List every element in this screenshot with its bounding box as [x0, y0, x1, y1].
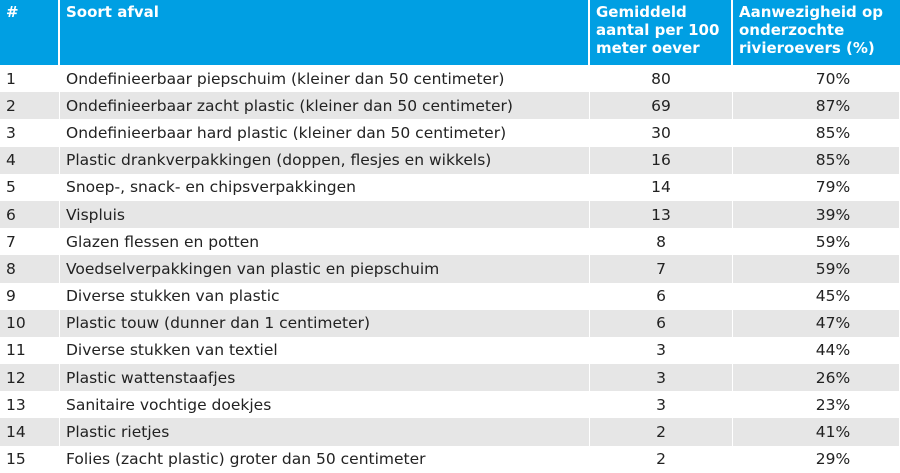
- table-cell: 11: [0, 336, 60, 365]
- table-row: 9 Diverse stukken van plastic 6 45%: [0, 282, 900, 310]
- header-cell: #: [0, 0, 60, 65]
- table-cell: 10: [0, 309, 60, 337]
- table-cell: 85%: [733, 119, 900, 147]
- table-row: 14 Plastic rietjes 2 41%: [0, 418, 900, 446]
- table-cell: Diverse stukken van textiel: [60, 336, 590, 365]
- table-cell: Ondefinieerbaar hard plastic (kleiner da…: [60, 119, 590, 147]
- table-cell: 8: [0, 255, 60, 283]
- table-row: 3 Ondefinieerbaar hard plastic (kleiner d…: [0, 119, 900, 147]
- table-cell: 15: [0, 445, 60, 473]
- table-cell: Ondefinieerbaar zacht plastic (kleiner d…: [60, 92, 590, 120]
- table-cell: 59%: [733, 228, 900, 256]
- table-cell: 69: [590, 92, 733, 120]
- table-cell: Plastic rietjes: [60, 418, 590, 446]
- table-cell: 4: [0, 146, 60, 174]
- header-cell: Aanwezigheid op onderzochte rivieroevers…: [739, 3, 884, 57]
- table-cell: 6: [590, 309, 733, 337]
- table-cell: 6: [0, 200, 60, 229]
- table-cell: Snoep-, snack- en chipsverpakkingen: [60, 173, 590, 201]
- table-row: 4 Plastic drankverpakkingen (doppen, fles…: [0, 146, 900, 174]
- table-cell: 29%: [733, 445, 900, 473]
- header-cell: Soort afval: [60, 0, 590, 65]
- table-cell: 13: [0, 391, 60, 419]
- table-cell: 2: [590, 418, 733, 446]
- table-cell: 3: [590, 391, 733, 419]
- table-cell: Plastic wattenstaafjes: [60, 364, 590, 392]
- table-row: 11 Diverse stukken van textiel 3 44%: [0, 336, 900, 365]
- table-cell: 87%: [733, 92, 900, 120]
- table-cell: 30: [590, 119, 733, 147]
- table-row: 5 Snoep-, snack- en chipsverpakkingen 14 79…: [0, 173, 900, 201]
- table-cell: 14: [0, 418, 60, 446]
- header-cell: Gemiddeld aantal per 100 meter oever: [590, 0, 733, 65]
- table-cell: Voedselverpakkingen van plastic en pieps…: [60, 255, 590, 283]
- table-cell: Glazen flessen en potten: [60, 228, 590, 256]
- table-cell: 3: [590, 336, 733, 365]
- table-cell: Ondefinieerbaar piepschuim (kleiner dan …: [60, 65, 590, 93]
- table-cell: 6: [590, 282, 733, 310]
- table-cell: 2: [590, 445, 733, 473]
- table-cell: 41%: [733, 418, 900, 446]
- table-row: 13 Sanitaire vochtige doekjes 3 23%: [0, 391, 900, 419]
- table-row: 10 Plastic touw (dunner dan 1 centimeter)…: [0, 309, 900, 337]
- table-cell: 16: [590, 146, 733, 174]
- table-cell: 7: [590, 255, 733, 283]
- table-cell: 3: [0, 119, 60, 147]
- table-cell: Vispluis: [60, 200, 590, 229]
- table-cell: 80: [590, 65, 733, 93]
- table-cell: 70%: [733, 65, 900, 93]
- table-row: 8 Voedselverpakkingen van plastic en piep…: [0, 255, 900, 283]
- table-cell: 45%: [733, 282, 900, 310]
- table-cell: 7: [0, 228, 60, 256]
- table-row: 7 Glazen flessen en potten 8 59%: [0, 228, 900, 256]
- table-cell: Plastic drankverpakkingen (doppen, flesj…: [60, 146, 590, 174]
- table-cell: 12: [0, 364, 60, 392]
- table-row: 6 Vispluis 13 39%: [0, 200, 900, 229]
- table-cell: Folies (zacht plastic) groter dan 50 cen…: [60, 445, 590, 473]
- table-cell: 8: [590, 228, 733, 256]
- table-cell: Sanitaire vochtige doekjes: [60, 391, 590, 419]
- table-cell: 47%: [733, 309, 900, 337]
- table-cell: 39%: [733, 200, 900, 229]
- table-cell: 9: [0, 282, 60, 310]
- table-row: 2 Ondefinieerbaar zacht plastic (kleiner …: [0, 92, 900, 120]
- table-row: 12 Plastic wattenstaafjes 3 26%: [0, 364, 900, 392]
- table-cell: 1: [0, 65, 60, 93]
- table-row: 15 Folies (zacht plastic) groter dan 50 c…: [0, 445, 900, 473]
- table-cell: 59%: [733, 255, 900, 283]
- header-row: # Soort afval Gemiddeld aantal per 100 met…: [0, 0, 900, 65]
- table-cell: 85%: [733, 146, 900, 174]
- table-cell: Diverse stukken van plastic: [60, 282, 590, 310]
- table-cell: 13: [590, 200, 733, 229]
- table-cell: 23%: [733, 391, 900, 419]
- table-cell: Plastic touw (dunner dan 1 centimeter): [60, 309, 590, 337]
- table-cell: 14: [590, 173, 733, 201]
- table-cell: 26%: [733, 364, 900, 392]
- table-row: 1 Ondefinieerbaar piepschuim (kleiner dan…: [0, 65, 900, 93]
- table-cell: 3: [590, 364, 733, 392]
- table-cell: 2: [0, 92, 60, 120]
- table-cell: 5: [0, 173, 60, 201]
- table-cell: 44%: [733, 336, 900, 365]
- table-cell: 79%: [733, 173, 900, 201]
